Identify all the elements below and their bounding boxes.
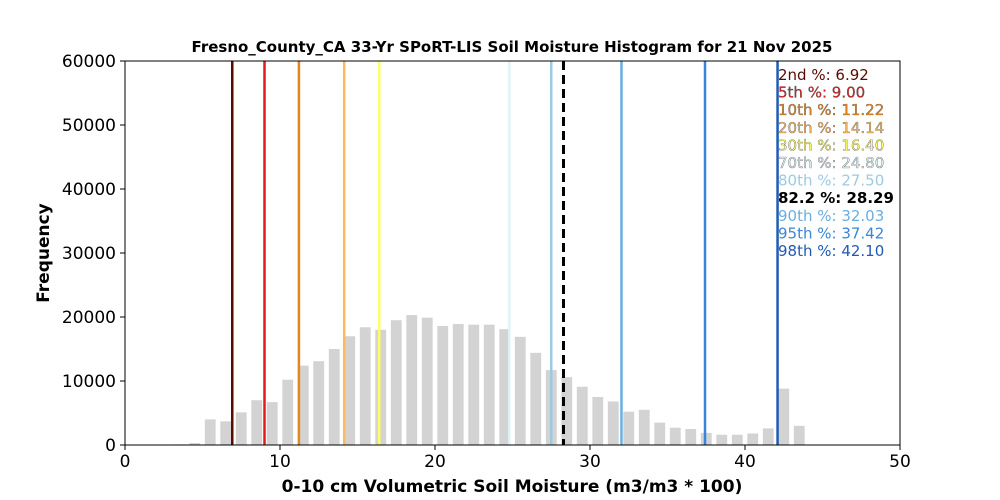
percentile-label: 90th %: 32.03 <box>778 207 884 225</box>
histogram-bar <box>592 397 604 445</box>
histogram-bar <box>607 401 619 445</box>
percentile-label: 70th %: 24.80 <box>778 154 884 172</box>
x-tick-label: 10 <box>269 452 291 472</box>
y-tick-label: 10000 <box>62 372 116 392</box>
histogram-bar <box>576 386 588 445</box>
percentile-label: 2nd %: 6.92 <box>778 66 869 84</box>
y-tick-label: 60000 <box>62 52 116 72</box>
histogram-bar <box>282 379 294 445</box>
histogram-bar <box>328 349 340 445</box>
histogram-bar <box>716 434 728 445</box>
y-tick-label: 20000 <box>62 308 116 328</box>
histogram-bar <box>623 411 635 445</box>
histogram-bar <box>530 352 542 445</box>
histogram-bar <box>778 388 790 445</box>
histogram-bar <box>220 421 232 445</box>
percentile-label: 30th %: 16.40 <box>778 136 884 154</box>
histogram-bar <box>669 427 681 445</box>
histogram-bar <box>685 429 697 445</box>
histogram-bar <box>359 327 371 445</box>
histogram-bar <box>452 324 464 445</box>
histogram-bar <box>251 400 263 445</box>
y-tick-label: 30000 <box>62 244 116 264</box>
x-axis-ticks: 0 10 20 30 40 50 <box>120 445 911 472</box>
histogram-bar <box>313 361 325 445</box>
percentile-label: 95th %: 37.42 <box>778 224 884 242</box>
histogram-bar <box>514 336 526 445</box>
chart-title: Fresno_County_CA 33-Yr SPoRT-LIS Soil Mo… <box>192 38 833 56</box>
percentile-label: 5th %: 9.00 <box>778 84 865 102</box>
histogram-bar <box>468 324 480 445</box>
y-tick-label: 40000 <box>62 180 116 200</box>
percentile-label: 10th %: 11.22 <box>778 101 884 119</box>
y-tick-label: 0 <box>105 436 116 456</box>
histogram-bar <box>747 433 759 445</box>
percentile-lines <box>231 61 779 445</box>
percentile-label: 20th %: 14.14 <box>778 119 884 137</box>
percentile-label: 98th %: 42.10 <box>778 242 884 260</box>
x-tick-label: 0 <box>120 452 131 472</box>
histogram-bar <box>561 377 573 445</box>
histogram-bar <box>375 329 387 445</box>
y-axis-label: Frequency <box>34 203 54 303</box>
x-axis-label: 0-10 cm Volumetric Soil Moisture (m3/m3 … <box>282 477 743 497</box>
y-tick-label: 50000 <box>62 116 116 136</box>
histogram-bar <box>654 422 666 445</box>
histogram-bar <box>406 315 418 445</box>
percentile-label: 82.2 %: 28.29 <box>778 189 894 207</box>
histogram-bar <box>793 425 805 445</box>
histogram-bars <box>173 315 805 445</box>
histogram-bar <box>390 320 402 445</box>
histogram-bar <box>204 419 216 445</box>
y-axis-ticks: 0 10000 20000 30000 40000 50000 60000 <box>62 52 125 456</box>
histogram-bar <box>762 428 774 445</box>
histogram-bar <box>266 402 278 445</box>
histogram-bar <box>437 325 449 445</box>
histogram-bar <box>344 336 356 445</box>
histogram-bar <box>483 324 495 445</box>
histogram-bar <box>421 317 433 445</box>
percentile-label: 80th %: 27.50 <box>778 172 884 190</box>
x-tick-label: 40 <box>734 452 756 472</box>
histogram-bar <box>499 329 511 445</box>
x-tick-label: 30 <box>579 452 601 472</box>
histogram-bar <box>235 412 247 445</box>
histogram-bar <box>189 443 201 445</box>
histogram-bar <box>638 409 650 445</box>
x-tick-label: 20 <box>424 452 446 472</box>
histogram-bar <box>731 434 743 445</box>
x-tick-label: 50 <box>889 452 911 472</box>
histogram-bar <box>297 365 309 445</box>
